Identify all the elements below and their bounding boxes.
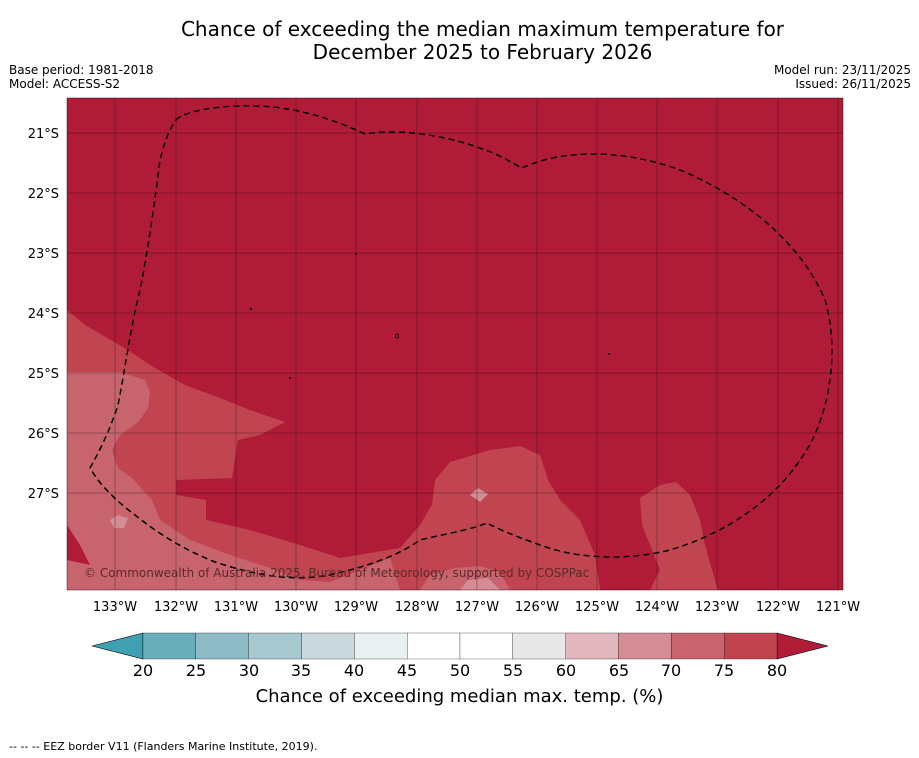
lon-label: 131°W — [214, 600, 258, 615]
colorbar-cell — [142, 632, 196, 660]
probability-field-75-west — [67, 310, 600, 590]
copyright-notice: © Commonwealth of Australia 2025, Bureau… — [84, 566, 589, 580]
eez-legend-note: -- -- -- EEZ border V11 (Flanders Marine… — [9, 740, 318, 753]
map-panel: © Commonwealth of Australia 2025, Bureau… — [67, 98, 843, 590]
lon-label: 124°W — [635, 600, 679, 615]
title-line-2: December 2025 to February 2026 — [312, 40, 653, 64]
lon-label: 125°W — [575, 600, 619, 615]
lon-axis: 133°W 132°W 131°W 130°W 129°W 128°W 127°… — [93, 600, 860, 615]
colorbar-cells — [142, 632, 778, 660]
colorbar-cell — [565, 632, 619, 660]
lon-label: 122°W — [756, 600, 800, 615]
colorbar-tick-label: 40 — [344, 661, 364, 680]
colorbar-tick-label: 20 — [133, 661, 153, 680]
lat-label: 25°S — [28, 367, 59, 382]
colorbar-cell — [512, 632, 566, 660]
probability-field-70 — [67, 372, 400, 590]
colorbar-cell — [459, 632, 513, 660]
probability-field-75-east — [640, 482, 718, 590]
metadata-right: Model run: 23/11/2025 Issued: 26/11/2025 — [774, 63, 911, 91]
lon-label: 123°W — [695, 600, 739, 615]
islands — [249, 252, 611, 379]
colorbar-tick-label: 45 — [397, 661, 417, 680]
colorbar-ticks: 20 25 30 35 40 45 50 55 60 65 70 75 80 — [133, 661, 787, 680]
colorbar-cell — [354, 632, 408, 660]
colorbar: 20 25 30 35 40 45 50 55 60 65 70 75 80 — [91, 632, 829, 680]
island-pitcairn — [394, 333, 399, 339]
probability-field-80-sw — [67, 525, 90, 565]
eez-border — [89, 104, 833, 579]
colorbar-tick-label: 80 — [767, 661, 787, 680]
map-frame — [66, 97, 844, 591]
colorbar-under-arrow — [91, 632, 144, 660]
lat-label: 21°S — [28, 127, 59, 142]
colorbar-over-arrow — [776, 632, 829, 660]
island-small-4 — [608, 352, 611, 355]
colorbar-tick-label: 65 — [609, 661, 629, 680]
title-line-1: Chance of exceeding the median maximum t… — [180, 17, 785, 41]
colorbar-tick-label: 30 — [239, 661, 259, 680]
island-small-3 — [288, 376, 291, 379]
colorbar-cell — [301, 632, 355, 660]
lat-label: 27°S — [28, 487, 59, 502]
lon-label: 129°W — [334, 600, 378, 615]
lat-label: 22°S — [28, 187, 59, 202]
model-name: Model: ACCESS-S2 — [9, 77, 121, 91]
lon-label: 127°W — [455, 600, 499, 615]
colorbar-cell — [407, 632, 461, 660]
lon-label: 128°W — [395, 600, 439, 615]
colorbar-tick-label: 75 — [714, 661, 734, 680]
probability-field-65-b — [470, 488, 488, 502]
issued-date: Issued: 26/11/2025 — [795, 77, 911, 91]
colorbar-label: Chance of exceeding median max. temp. (%… — [255, 686, 664, 707]
probability-field-65-a — [110, 515, 128, 528]
lon-label: 133°W — [93, 600, 137, 615]
colorbar-cell — [248, 632, 302, 660]
colorbar-cell — [724, 632, 778, 660]
lat-axis: 21°S 22°S 23°S 24°S 25°S 26°S 27°S — [28, 127, 59, 502]
model-run: Model run: 23/11/2025 — [773, 63, 911, 77]
colorbar-tick-label: 55 — [503, 661, 523, 680]
base-period: Base period: 1981-2018 — [9, 63, 154, 77]
graticule — [67, 98, 843, 590]
colorbar-cell — [671, 632, 725, 660]
island-small-1 — [249, 307, 253, 311]
island-small-2 — [354, 252, 357, 255]
colorbar-tick-label: 25 — [186, 661, 206, 680]
colorbar-cell — [195, 632, 249, 660]
lat-label: 23°S — [28, 247, 59, 262]
colorbar-cell — [618, 632, 672, 660]
lat-label: 26°S — [28, 427, 59, 442]
colorbar-tick-label: 60 — [556, 661, 576, 680]
map-title: Chance of exceeding the median maximum t… — [0, 18, 919, 64]
metadata-left: Base period: 1981-2018 Model: ACCESS-S2 — [9, 63, 154, 91]
colorbar-tick-label: 35 — [291, 661, 311, 680]
lon-label: 121°W — [816, 600, 860, 615]
lon-label: 130°W — [274, 600, 318, 615]
lat-label: 24°S — [28, 307, 59, 322]
lon-label: 126°W — [515, 600, 559, 615]
colorbar-tick-label: 50 — [450, 661, 470, 680]
lon-label: 132°W — [154, 600, 198, 615]
probability-field-65-c — [460, 578, 500, 590]
colorbar-tick-label: 70 — [661, 661, 681, 680]
